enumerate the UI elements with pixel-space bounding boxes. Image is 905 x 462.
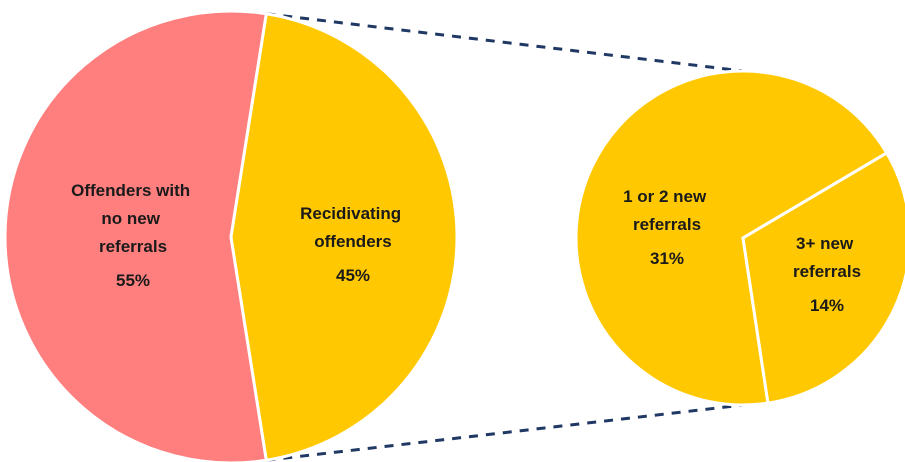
value-label: 14%	[810, 296, 844, 315]
slice-label: 3+ new referrals	[793, 234, 861, 281]
pie-slice	[574, 69, 889, 407]
connector-line	[266, 12, 744, 73]
connector-line	[266, 403, 744, 462]
value-label: 31%	[650, 249, 684, 268]
pie-slice	[229, 12, 459, 462]
slice-label: Offenders with no new referrals	[71, 181, 195, 256]
slice-label: Recidivating offenders	[300, 204, 406, 251]
pie-slice	[741, 150, 905, 405]
pie-slice	[3, 9, 269, 462]
slice-label: 1 or 2 new referrals	[623, 187, 711, 234]
value-label: 45%	[336, 266, 370, 285]
value-label: 55%	[116, 271, 150, 290]
